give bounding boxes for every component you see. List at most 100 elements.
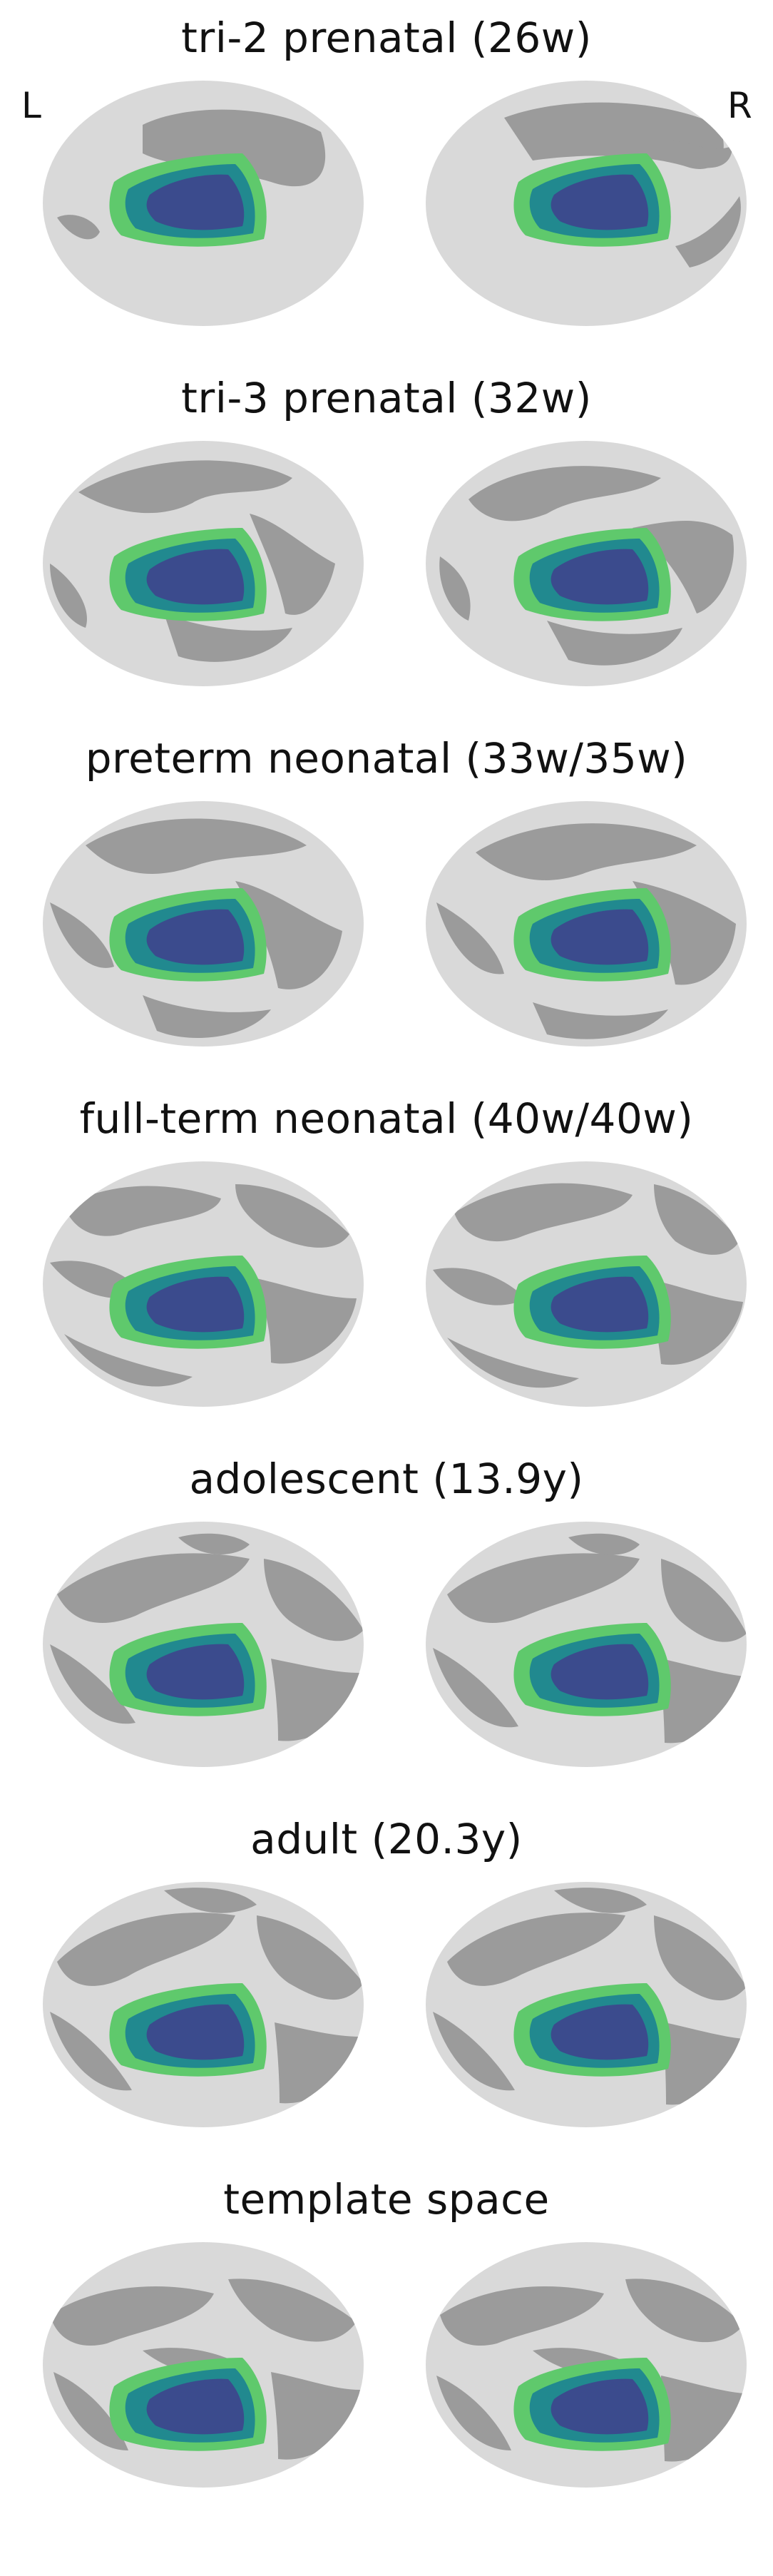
sulcus-patch [547, 621, 682, 666]
right-hemisphere [419, 795, 754, 1052]
sulcus-patch [440, 2286, 604, 2346]
sulcus-patch [53, 2372, 128, 2450]
inner-region [551, 1644, 649, 1700]
panel-3: preterm neonatal (33w/35w) [0, 731, 773, 1095]
left-hemisphere [36, 795, 371, 1052]
sulcus-patch [164, 614, 292, 662]
inner-region [146, 1276, 245, 1333]
panel-title: adult (20.3y) [250, 1815, 523, 1863]
sulcus-patch [661, 1559, 747, 1642]
right-hemisphere [419, 435, 754, 692]
panel-title: tri-2 prenatal (26w) [181, 14, 592, 62]
sulcus-patch [50, 2012, 132, 2091]
panel-title: preterm neonatal (33w/35w) [85, 734, 688, 783]
sulcus-patch [433, 1648, 518, 1728]
inner-region [146, 2004, 245, 2060]
left-hemisphere [36, 1156, 371, 1412]
left-hemisphere-label: L [21, 85, 41, 126]
sulcus-patch [86, 818, 307, 874]
sulcus-patch [264, 1559, 364, 1641]
sulcus-patch [664, 2022, 745, 2105]
left-hemisphere [36, 1516, 371, 1773]
sulcus-patch [143, 109, 326, 187]
panel-6: adult (20.3y) [0, 1812, 773, 2176]
sulcus-patch [50, 564, 87, 628]
sulcus-patch [654, 1184, 739, 1255]
right-hemisphere [419, 1876, 754, 2133]
inner-region [551, 909, 649, 965]
right-hemisphere-surface [426, 441, 747, 686]
sulcus-patch [164, 1888, 257, 1913]
sulcus-patch [675, 196, 741, 268]
panel-title: adolescent (13.9y) [189, 1455, 584, 1503]
sulcus-patch [228, 2279, 357, 2342]
sulcus-patch [143, 995, 271, 1038]
sulcus-patch [433, 2012, 515, 2091]
inner-region [146, 549, 245, 605]
panel-2: tri-3 prenatal (32w) [0, 371, 773, 735]
right-hemisphere [419, 75, 754, 332]
sulcus-patch [533, 1002, 668, 1039]
right-hemisphere-surface [426, 81, 747, 326]
panel-5: adolescent (13.9y) [0, 1452, 773, 1816]
right-hemisphere-surface [426, 1522, 747, 1767]
right-hemisphere [419, 1516, 754, 1773]
right-hemisphere [419, 2236, 754, 2493]
sulcus-patch [250, 1277, 357, 1364]
left-hemisphere-surface [43, 441, 364, 686]
sulcus-patch [50, 902, 114, 968]
sulcus-patch [654, 1915, 747, 2001]
panel-title: full-term neonatal (40w/40w) [79, 1094, 694, 1143]
sulcus-patch [271, 2372, 360, 2460]
sulcus-patch [454, 1183, 633, 1242]
right-hemisphere [419, 1156, 754, 1412]
left-hemisphere [36, 1876, 371, 2133]
sulcus-patch [50, 2286, 214, 2346]
left-hemisphere-surface [43, 1161, 364, 1407]
right-hemisphere-label: R [727, 85, 752, 126]
sulcus-patch [504, 102, 724, 169]
sulcus-patch [436, 2376, 511, 2450]
sulcus-patch [433, 1268, 526, 1305]
sulcus-patch [57, 1553, 250, 1623]
sulcus-patch [257, 1915, 364, 2000]
left-hemisphere [36, 75, 371, 332]
panel-1: tri-2 prenatal (26w) [0, 11, 773, 375]
sulcus-patch [178, 1533, 250, 1554]
right-hemisphere-surface [426, 1882, 747, 2127]
inner-region [146, 909, 245, 965]
sulcus-patch [568, 1533, 640, 1555]
sulcus-patch [275, 2022, 360, 2104]
sulcus-patch [50, 1644, 135, 1724]
panel-4: full-term neonatal (40w/40w) [0, 1091, 773, 1455]
left-hemisphere-surface [43, 2242, 364, 2488]
sulcus-patch [447, 1338, 579, 1388]
sulcus-patch [250, 514, 335, 615]
sulcus-patch [447, 1913, 625, 1986]
panel-title: tri-3 prenatal (32w) [181, 374, 592, 422]
left-hemisphere [36, 435, 371, 692]
left-hemisphere-surface [43, 81, 364, 326]
sulcus-patch [57, 215, 100, 240]
sulcus-patch [625, 2279, 743, 2343]
inner-region [551, 174, 649, 230]
left-hemisphere [36, 2236, 371, 2493]
inner-region [146, 174, 245, 230]
sulcus-patch [78, 460, 292, 514]
right-hemisphere-surface [426, 801, 747, 1047]
sulcus-patch [661, 2376, 745, 2462]
right-hemisphere-surface [426, 2242, 747, 2488]
inner-region [551, 549, 649, 605]
sulcus-patch [235, 1184, 349, 1248]
sulcus-patch [554, 1888, 647, 1913]
left-hemisphere-surface [43, 801, 364, 1047]
sulcus-patch [476, 823, 697, 880]
left-hemisphere-surface [43, 1882, 364, 2127]
left-hemisphere-surface [43, 1522, 364, 1767]
sulcus-patch [271, 1659, 360, 1741]
panel-title: template space [223, 2175, 550, 2224]
sulcus-patch [439, 556, 471, 621]
sulcus-patch [57, 1913, 235, 1986]
sulcus-patch [436, 902, 504, 974]
panel-7: template space [0, 2172, 773, 2536]
